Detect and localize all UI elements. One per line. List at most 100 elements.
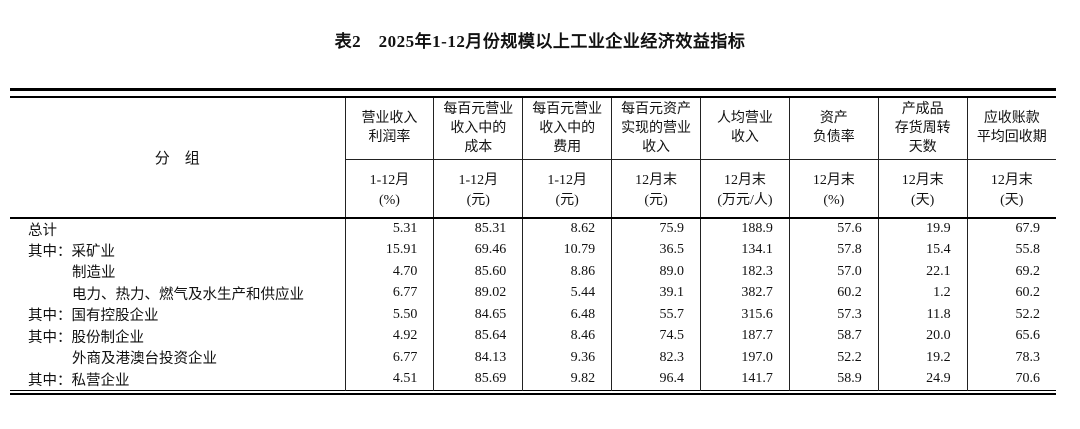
row-label-prefix: 其中： [28, 329, 72, 346]
column-header: 每百元营业 收入中的 费用 [522, 97, 612, 160]
stats-table: 分 组 营业收入 利润率 每百元营业 收入中的 成本 每百元营业 收入中的 费用 每百… [10, 96, 1056, 391]
column-unit: (天) [1000, 192, 1024, 208]
value-cell: 15.91 [344, 239, 434, 261]
value-cell: 89.02 [433, 282, 523, 304]
value-cell: 60.2 [966, 282, 1056, 304]
row-label-text: 私营企业 [71, 372, 130, 389]
group-column-header: 分 组 [10, 97, 345, 219]
value-cell: 85.60 [433, 261, 523, 283]
column-header: 每百元营业 收入中的 成本 [433, 97, 523, 160]
table-row: 总计 5.31 85.31 8.62 75.9 188.9 57.6 19.9 67.9 [10, 217, 1056, 240]
value-cell: 57.6 [788, 217, 879, 240]
row-label-text: 外商及港澳台投资企业 [72, 351, 217, 368]
table-bottom-rule [10, 392, 1056, 395]
value-cell: 20.0 [877, 325, 968, 347]
column-header: 每百元资产 实现的营业 收入 [611, 97, 701, 160]
value-cell: 85.69 [433, 368, 523, 390]
row-label-prefix: 其中： [28, 372, 72, 389]
value-cell: 60.2 [788, 282, 879, 304]
row-label: 电力、热力、燃气及水生产和供应业 [10, 283, 345, 305]
value-cell: 89.0 [611, 261, 701, 283]
value-cell: 4.92 [344, 325, 434, 347]
value-cell: 36.5 [611, 239, 701, 261]
row-label-text: 国有控股企业 [71, 308, 159, 325]
value-cell: 197.0 [700, 347, 790, 369]
column-period: 12月末 [990, 172, 1033, 188]
value-cell: 58.7 [788, 325, 879, 347]
value-cell: 10.79 [522, 239, 612, 261]
value-cell: 6.77 [344, 347, 434, 369]
value-cell: 52.2 [788, 347, 879, 369]
table-row: 其中：私营企业 4.51 85.69 9.82 96.4 141.7 58.9 24.9 70.… [10, 368, 1056, 391]
value-cell: 6.48 [522, 304, 612, 326]
value-cell: 15.4 [877, 239, 968, 261]
column-period: 1-12月 [369, 172, 410, 188]
table-row: 外商及港澳台投资企业 6.77 84.13 9.36 82.3 197.0 52.2 19.2… [10, 347, 1056, 369]
column-subheader: 12月末 (%) [788, 159, 879, 219]
column-header: 营业收入 利润率 [344, 97, 434, 160]
row-label: 其中：采矿业 [10, 240, 345, 262]
column-subheader: 12月末 (天) [877, 159, 968, 219]
stats-table-container: 分 组 营业收入 利润率 每百元营业 收入中的 成本 每百元营业 收入中的 费用 每百… [10, 88, 1056, 395]
value-cell: 315.6 [700, 304, 790, 326]
table-top-rule [10, 88, 1056, 91]
value-cell: 9.82 [522, 368, 612, 390]
value-cell: 84.65 [433, 304, 523, 326]
row-label: 其中：股份制企业 [10, 326, 345, 348]
value-cell: 182.3 [700, 261, 790, 283]
row-label: 总计 [10, 218, 345, 240]
row-label-text: 电力、热力、燃气及水生产和供应业 [72, 286, 304, 303]
row-label-text: 采矿业 [71, 243, 116, 260]
column-header: 应收账款 平均回收期 [966, 97, 1056, 160]
column-subheader: 12月末 (天) [966, 159, 1056, 219]
column-subheader: 1-12月 (元) [433, 159, 523, 219]
value-cell: 78.3 [966, 347, 1056, 369]
value-cell: 8.86 [522, 261, 612, 283]
value-cell: 52.2 [966, 304, 1056, 326]
value-cell: 5.50 [344, 304, 434, 326]
column-subheader: 1-12月 (元) [522, 159, 612, 219]
value-cell: 22.1 [877, 261, 968, 283]
value-cell: 70.6 [966, 368, 1056, 390]
table-row: 其中：股份制企业 4.92 85.64 8.46 74.5 187.7 58.7 20.0 65… [10, 325, 1056, 348]
value-cell: 9.36 [522, 347, 612, 369]
table-row: 其中：采矿业 15.91 69.46 10.79 36.5 134.1 57.8 15.4 55… [10, 239, 1056, 262]
column-unit: (%) [378, 192, 400, 208]
value-cell: 5.44 [522, 282, 612, 304]
value-cell: 134.1 [700, 239, 790, 261]
value-cell: 4.51 [344, 368, 434, 390]
value-cell: 19.2 [877, 347, 968, 369]
column-header: 资产 负债率 [788, 97, 879, 160]
value-cell: 85.64 [433, 325, 523, 347]
table-body: 总计 5.31 85.31 8.62 75.9 188.9 57.6 19.9 67.9 其中：采… [10, 217, 1056, 391]
value-cell: 141.7 [700, 368, 790, 390]
value-cell: 55.7 [611, 304, 701, 326]
value-cell: 24.9 [877, 368, 968, 390]
header-row-periods: 1-12月 (%) 1-12月 (元) 1-12月 (元) 12月末 (元) 12月末 (万元/人… [10, 159, 1056, 219]
column-period: 12月末 [812, 172, 855, 188]
row-label-text: 制造业 [72, 265, 116, 282]
row-label-prefix: 其中： [28, 243, 72, 260]
value-cell: 58.9 [788, 368, 879, 390]
value-cell: 57.8 [788, 239, 879, 261]
column-unit: (元) [466, 192, 490, 208]
value-cell: 382.7 [700, 282, 790, 304]
value-cell: 75.9 [611, 217, 701, 240]
row-label: 其中：私营企业 [10, 369, 345, 391]
value-cell: 187.7 [700, 325, 790, 347]
column-period: 12月末 [723, 172, 766, 188]
row-label: 制造业 [10, 261, 345, 283]
value-cell: 57.3 [788, 304, 879, 326]
table-header: 分 组 营业收入 利润率 每百元营业 收入中的 成本 每百元营业 收入中的 费用 每百… [10, 97, 1056, 219]
row-label-text: 股份制企业 [71, 329, 145, 346]
value-cell: 69.2 [966, 261, 1056, 283]
column-subheader: 12月末 (万元/人) [700, 159, 790, 219]
column-subheader: 1-12月 (%) [344, 159, 434, 219]
row-label-prefix: 其中： [28, 308, 72, 325]
value-cell: 85.31 [433, 217, 523, 240]
row-label: 其中：国有控股企业 [10, 304, 345, 326]
column-unit: (万元/人) [717, 192, 773, 208]
value-cell: 8.62 [522, 217, 612, 240]
row-label: 外商及港澳台投资企业 [10, 347, 345, 369]
